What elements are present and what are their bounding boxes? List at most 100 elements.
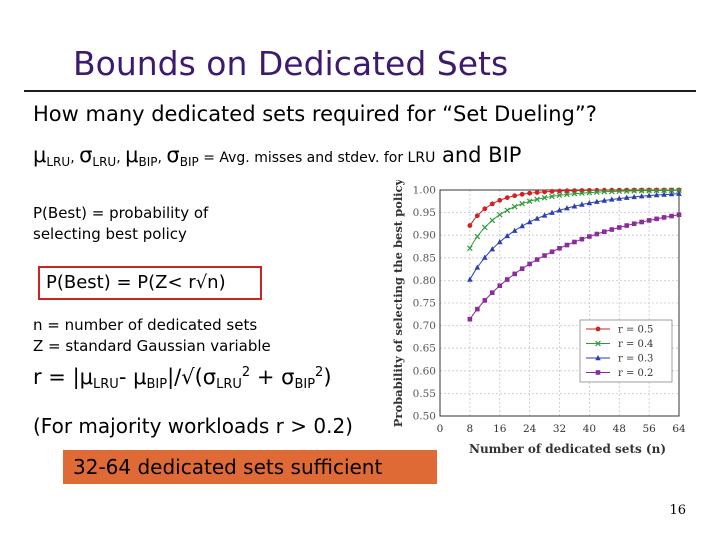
data-point	[504, 232, 511, 239]
data-point	[534, 196, 540, 203]
data-point	[579, 190, 585, 196]
data-point	[579, 236, 585, 242]
data-point	[608, 188, 615, 195]
data-point	[616, 188, 623, 195]
data-point	[595, 326, 601, 332]
data-point	[624, 223, 630, 228]
data-point	[594, 189, 600, 195]
data-point	[534, 257, 540, 262]
data-point	[661, 191, 667, 197]
comma: ,	[157, 150, 167, 166]
legend-label: r = 0.3	[618, 354, 653, 365]
square-exponent: 2	[241, 365, 251, 380]
x-tick-label: 8	[467, 423, 474, 435]
sigma-symbol: σ	[166, 143, 180, 167]
data-point	[496, 239, 503, 245]
data-point	[631, 188, 638, 194]
bip-subscript: BIP	[294, 377, 316, 392]
y-tick-label: 0.90	[413, 230, 436, 242]
data-point	[542, 189, 547, 195]
square-exponent: 2	[315, 365, 324, 380]
x-tick-label: 64	[672, 423, 686, 435]
paren-close: )	[323, 365, 332, 389]
data-point	[616, 195, 623, 201]
data-point	[586, 189, 593, 196]
data-point	[482, 206, 488, 212]
data-point	[661, 187, 667, 194]
data-point	[631, 193, 637, 200]
data-point	[602, 229, 607, 235]
data-point	[653, 192, 660, 198]
sigma-symbol: σ	[79, 143, 93, 167]
data-point	[646, 218, 652, 223]
data-point	[676, 190, 682, 196]
x-tick-label: 56	[642, 423, 656, 435]
bip-subscript: BIP	[179, 155, 199, 169]
data-point	[519, 223, 525, 229]
data-point	[572, 239, 577, 245]
data-point	[556, 207, 563, 213]
x-tick-label: 0	[437, 423, 444, 435]
data-point	[489, 246, 496, 252]
data-point	[489, 217, 496, 224]
question-text: How many dedicated sets required for “Se…	[33, 102, 597, 126]
legend-label: r = 0.5	[618, 325, 653, 336]
y-tick-label: 0.55	[413, 388, 436, 400]
data-point	[564, 191, 570, 198]
pbest-definition: P(Best) = probability of selecting best …	[33, 204, 209, 243]
x-tick-label: 32	[553, 423, 566, 435]
r-lhs: r = |	[33, 365, 80, 389]
y-tick-label: 1.00	[413, 185, 436, 197]
data-point	[526, 198, 533, 205]
lru-subscript: LRU	[92, 155, 117, 169]
data-point	[557, 188, 562, 194]
x-axis-label: Number of dedicated sets (n)	[469, 442, 666, 456]
y-tick-label: 0.85	[413, 252, 436, 264]
n-definition: n = number of dedicated sets	[33, 316, 258, 334]
data-point	[639, 219, 644, 225]
data-point	[668, 187, 675, 194]
data-point	[489, 290, 495, 295]
lru-subscript: LRU	[46, 155, 71, 169]
bip-subscript: BIP	[138, 155, 158, 169]
data-point	[638, 187, 645, 194]
data-point	[504, 207, 511, 214]
data-point	[475, 306, 480, 312]
data-point	[646, 192, 652, 198]
data-point	[661, 215, 667, 220]
y-tick-label: 0.80	[413, 275, 436, 287]
minus-sign: -	[118, 365, 134, 389]
data-point	[497, 283, 503, 289]
data-point	[594, 198, 600, 204]
lru-subscript: LRU	[93, 377, 119, 392]
data-point	[676, 187, 682, 194]
data-point	[623, 194, 630, 200]
mu-symbol: μ	[125, 143, 139, 167]
data-point	[654, 216, 659, 222]
data-point	[519, 266, 525, 271]
data-point	[474, 213, 480, 219]
page-number: 16	[669, 503, 686, 518]
mu-symbol: μ	[33, 143, 47, 167]
data-point	[595, 370, 601, 375]
data-point	[653, 187, 660, 194]
mu-symbol: μ	[133, 365, 147, 389]
variable-definitions: n = number of dedicated sets Z = standar…	[33, 315, 333, 357]
data-point	[601, 188, 608, 195]
data-point	[601, 197, 608, 203]
data-point	[527, 261, 532, 267]
data-point	[586, 200, 593, 206]
probability-chart: 0.50 0.55 0.60 0.65 0.70 0.75 0.80 0.85 0.90 0.95…	[391, 180, 686, 456]
conclusion-text: 32-64 dedicated sets sufficient	[73, 455, 383, 479]
data-point	[489, 201, 495, 207]
plus-sign: +	[250, 365, 282, 389]
data-point	[519, 200, 525, 207]
data-point	[556, 192, 563, 199]
majority-workloads-note: (For majority workloads r > 0.2)	[33, 414, 353, 438]
pbest-formula: P(Best) = P(Z< r√n)	[46, 272, 226, 293]
data-point	[512, 193, 518, 199]
data-point	[564, 205, 570, 211]
data-point	[549, 209, 555, 215]
data-point	[526, 219, 533, 225]
data-point	[549, 249, 555, 255]
